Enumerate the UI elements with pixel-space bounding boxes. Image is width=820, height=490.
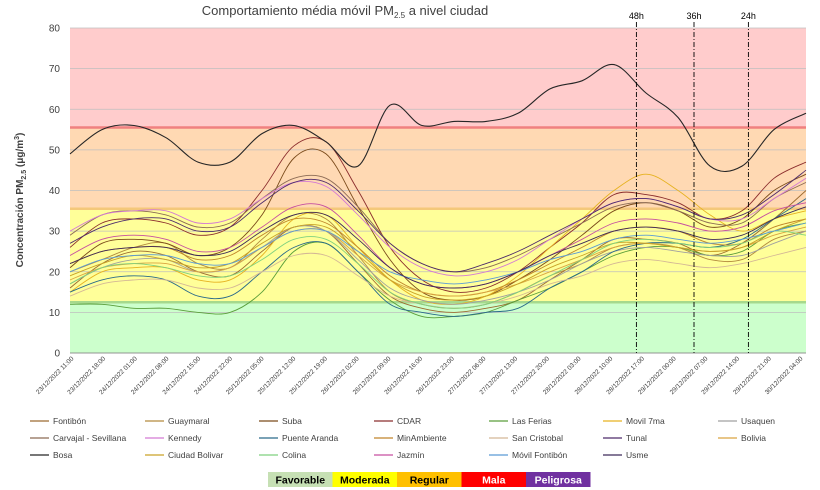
category-legend: Favorable Moderada Regular Mala Peligrosa [268, 472, 591, 487]
legend-label: San Cristobal [512, 433, 563, 443]
category-swatch-mala [461, 472, 526, 487]
legend-label: Colina [282, 450, 306, 460]
band-mala [70, 28, 806, 128]
grid-lines [70, 27, 806, 354]
series-line-movil-7ma [69, 173, 807, 305]
category-label: Regular [410, 475, 449, 487]
legend-label: Las Ferias [512, 416, 552, 426]
legend-label: Puente Aranda [282, 433, 339, 443]
series-line-bosa [69, 63, 807, 173]
y-tick-label: 20 [49, 267, 61, 278]
legend-label: Ciudad Bolivar [168, 450, 223, 460]
category-label: Favorable [275, 475, 325, 487]
series-line-colina [69, 230, 807, 309]
series-line-fontib-n [69, 190, 807, 313]
legend-label: Jazmín [397, 450, 425, 460]
marker-label: 36h [686, 11, 701, 21]
band-favorable [70, 302, 806, 353]
legend-label: Bosa [53, 450, 73, 460]
category-swatch-peligrosa [526, 472, 591, 487]
y-ticks: 0 10 20 30 40 50 60 70 80 [49, 24, 61, 360]
y-tick-label: 40 [49, 186, 61, 197]
series-legend: Fontibón Guaymaral Suba CDAR Las Ferias Movil… [30, 416, 775, 460]
marker-label: 48h [629, 11, 644, 21]
marker-label: 24h [741, 11, 756, 21]
series-line-usme [69, 206, 807, 289]
legend-label: MinAmbiente [397, 433, 447, 443]
legend-label: Tunal [626, 433, 647, 443]
y-axis-label: Concentración PM2.5 (μg/m3) [14, 133, 28, 268]
category-label: Mala [482, 475, 506, 487]
legend-label: Usme [626, 450, 648, 460]
series-line-m-vil-fontib-n [69, 222, 807, 285]
y-tick-label: 60 [49, 105, 61, 116]
y-tick-label: 10 [49, 308, 61, 319]
legend-label: Bolivia [741, 433, 766, 443]
category-label: Peligrosa [535, 475, 582, 487]
y-tick-label: 0 [54, 349, 60, 360]
y-tick-label: 70 [49, 64, 61, 75]
legend-label: Móvil Fontibón [512, 450, 568, 460]
series-lines [69, 63, 807, 319]
y-tick-label: 80 [49, 24, 61, 35]
legend-label: Carvajal - Sevillana [53, 433, 126, 443]
y-tick-label: 50 [49, 145, 61, 156]
series-line-cdar [69, 137, 807, 293]
y-tick-label: 30 [49, 227, 61, 238]
category-swatch-regular [397, 472, 462, 487]
legend-label: Guaymaral [168, 416, 210, 426]
band-regular [70, 127, 806, 209]
category-swatch-moderada [332, 472, 397, 487]
series-line-tunal [69, 169, 807, 273]
legend-label: Movil 7ma [626, 416, 665, 426]
time-markers: 48h 36h 24h [629, 11, 756, 353]
legend-label: Fontibón [53, 416, 86, 426]
legend-label: CDAR [397, 416, 421, 426]
legend-label: Usaquen [741, 416, 775, 426]
legend-label: Suba [282, 416, 302, 426]
category-swatch-favorable [268, 472, 333, 487]
category-label: Moderada [340, 475, 390, 487]
chart-title: Comportamiento média móvil PM2.5 a nivel… [202, 3, 488, 20]
series-line-ciudad-bolivar [69, 218, 807, 301]
legend-label: Kennedy [168, 433, 202, 443]
